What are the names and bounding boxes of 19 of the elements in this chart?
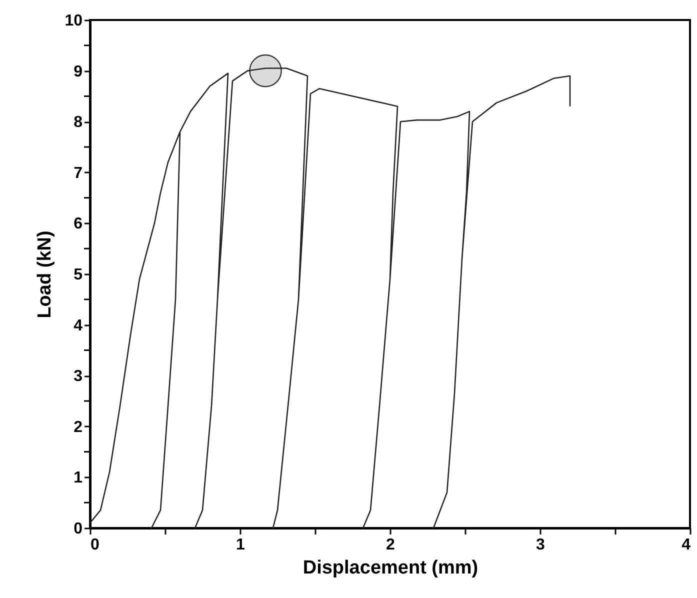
y-tick-label: 7 — [74, 164, 83, 182]
y-tick-label: 3 — [74, 368, 83, 386]
x-tick-label: 4 — [682, 536, 691, 554]
x-tick-label: 2 — [386, 536, 396, 554]
y-tick-label: 2 — [74, 418, 83, 436]
y-tick-label: 6 — [74, 216, 83, 233]
y-tick-label: 5 — [74, 266, 83, 284]
y-tick-label: 1 — [74, 470, 83, 487]
x-tick-label: 1 — [236, 536, 246, 554]
x-tick-label: 0 — [90, 536, 100, 554]
y-tick-label: 9 — [74, 63, 83, 80]
y-tick-label: 8 — [74, 114, 83, 132]
y-axis-title: Load (kN) — [34, 230, 56, 318]
y-tick-label: 10 — [64, 12, 83, 30]
x-tick-label: 3 — [536, 536, 546, 554]
y-tick-label: 0 — [74, 520, 83, 538]
y-tick-label: 4 — [74, 317, 83, 334]
x-axis-title: Displacement (mm) — [302, 558, 478, 578]
line-series — [89, 68, 571, 529]
